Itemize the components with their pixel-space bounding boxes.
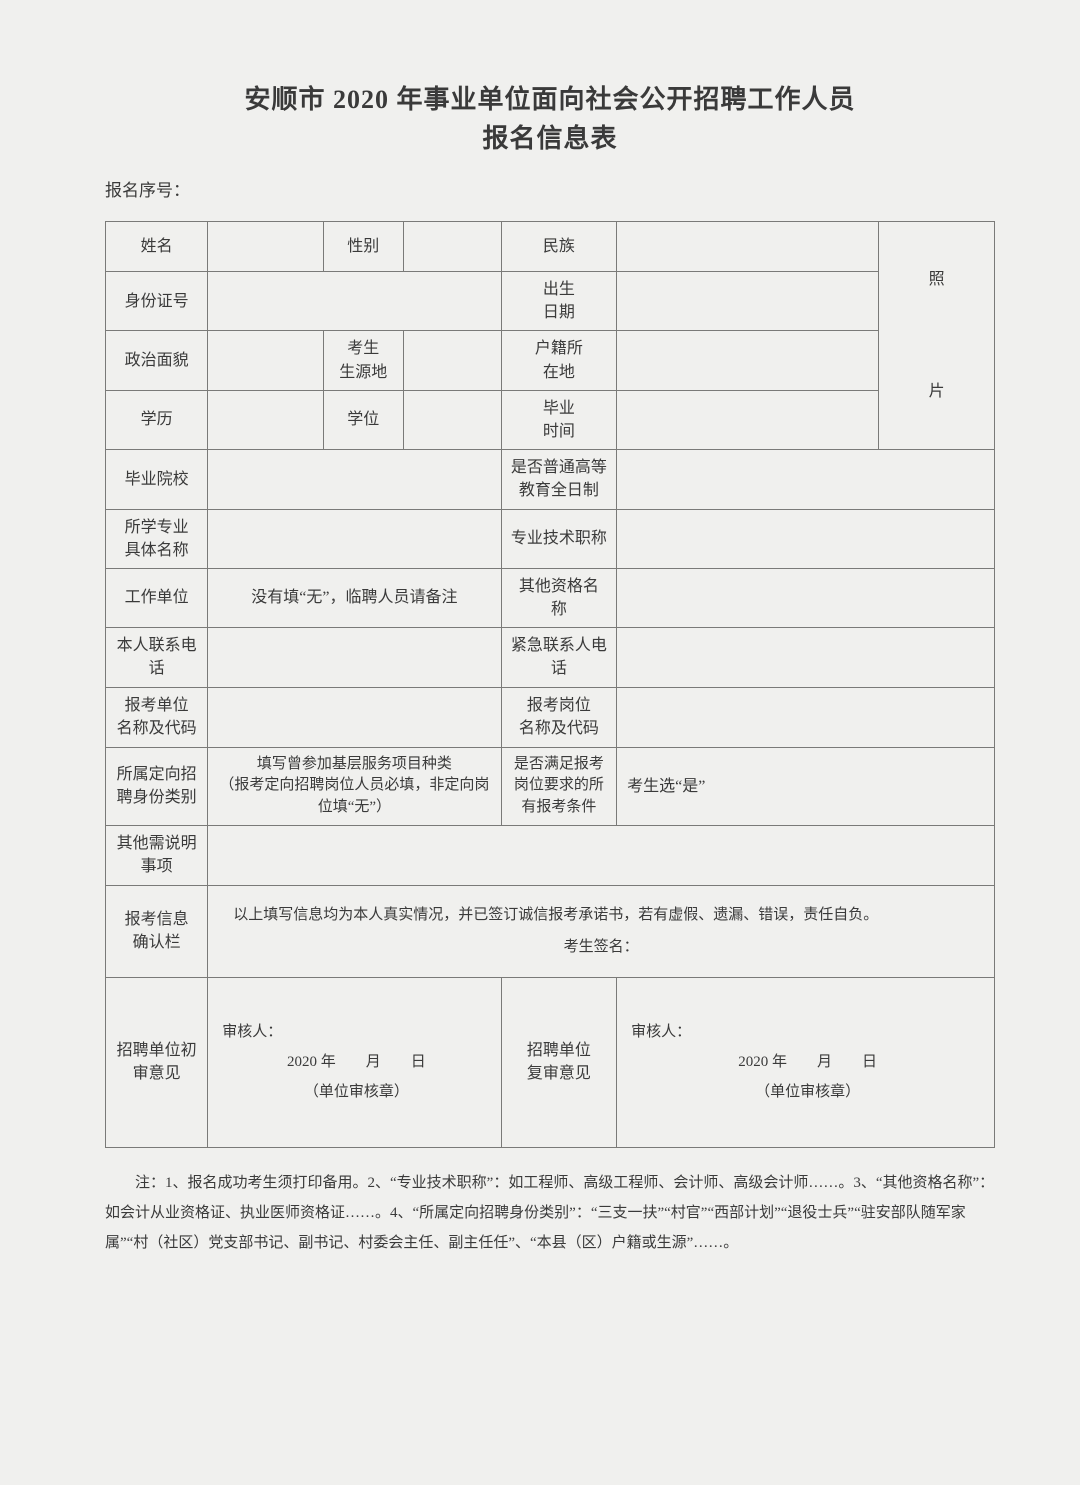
label-fulltime: 是否普通高等 教育全日制: [501, 450, 617, 509]
review-date-2: 2020 年 月 日: [631, 1047, 984, 1077]
field-protitle[interactable]: [617, 509, 995, 568]
label-targeted: 所属定向招 聘身份类别: [106, 747, 208, 825]
label-nation: 民族: [501, 222, 617, 272]
reviewer-label-2: 审核人：: [631, 1017, 984, 1047]
label-gradtime: 毕业 时间: [501, 390, 617, 449]
label-othernote: 其他需说明 事项: [106, 825, 208, 885]
label-applypost: 报考岗位 名称及代码: [501, 687, 617, 747]
field-origin[interactable]: [403, 331, 501, 390]
field-meetreq[interactable]: 考生选“是”: [617, 747, 995, 825]
title-line1: 安顺市 2020 年事业单位面向社会公开招聘工作人员: [105, 80, 995, 119]
field-emergphone[interactable]: [617, 628, 995, 687]
field-id[interactable]: [208, 272, 501, 331]
field-major[interactable]: [208, 509, 501, 568]
field-othernote[interactable]: [208, 825, 995, 885]
label-protitle: 专业技术职称: [501, 509, 617, 568]
label-id: 身份证号: [106, 272, 208, 331]
label-degree: 学位: [323, 390, 403, 449]
label-review1: 招聘单位初 审意见: [106, 977, 208, 1147]
label-othercert: 其他资格名 称: [501, 568, 617, 627]
label-sex: 性别: [323, 222, 403, 272]
label-school: 毕业院校: [106, 450, 208, 509]
field-othercert[interactable]: [617, 568, 995, 627]
label-review2: 招聘单位 复审意见: [501, 977, 617, 1147]
title-line2: 报名信息表: [105, 119, 995, 158]
field-applyunit[interactable]: [208, 687, 501, 747]
field-name[interactable]: [208, 222, 324, 272]
label-major: 所学专业 具体名称: [106, 509, 208, 568]
label-meetreq: 是否满足报考 岗位要求的所 有报考条件: [501, 747, 617, 825]
field-nation[interactable]: [617, 222, 879, 272]
label-phone: 本人联系电 话: [106, 628, 208, 687]
photo-area: 照 片: [879, 222, 995, 450]
label-emergphone: 紧急联系人电 话: [501, 628, 617, 687]
field-hukou[interactable]: [617, 331, 879, 390]
form-title: 安顺市 2020 年事业单位面向社会公开招聘工作人员 报名信息表: [105, 80, 995, 158]
registration-form-table: 姓名 性别 民族 照 片 身份证号 出生 日期 政治面貌 考生 生源地 户籍所 …: [105, 221, 995, 1148]
field-applypost[interactable]: [617, 687, 995, 747]
label-birth: 出生 日期: [501, 272, 617, 331]
field-targeted[interactable]: 填写曾参加基层服务项目种类 （报考定向招聘岗位人员必填，非定向岗 位填“无”）: [208, 747, 501, 825]
field-workunit[interactable]: 没有填“无”，临聘人员请备注: [208, 568, 501, 627]
photo-label-1: 照: [929, 271, 945, 288]
field-degree[interactable]: [403, 390, 501, 449]
sequence-number-label: 报名序号：: [105, 176, 995, 201]
field-political[interactable]: [208, 331, 324, 390]
review-date-1: 2020 年 月 日: [222, 1047, 490, 1077]
label-workunit: 工作单位: [106, 568, 208, 627]
label-edu: 学历: [106, 390, 208, 449]
label-hukou: 户籍所 在地: [501, 331, 617, 390]
field-review1[interactable]: 审核人： 2020 年 月 日 （单位审核章）: [208, 977, 501, 1147]
review-stamp-1: （单位审核章）: [222, 1077, 490, 1107]
confirm-text-1: 以上填写信息均为本人真实情况，并已签订诚信报考承诺书，若有虚假、遗漏、错误，责任…: [218, 901, 984, 930]
field-review2[interactable]: 审核人： 2020 年 月 日 （单位审核章）: [617, 977, 995, 1147]
field-phone[interactable]: [208, 628, 501, 687]
field-confirm[interactable]: 以上填写信息均为本人真实情况，并已签订诚信报考承诺书，若有虚假、遗漏、错误，责任…: [208, 885, 995, 977]
reviewer-label-1: 审核人：: [222, 1017, 490, 1047]
label-applyunit: 报考单位 名称及代码: [106, 687, 208, 747]
label-origin: 考生 生源地: [323, 331, 403, 390]
confirm-text-2: 考生签名：: [218, 933, 984, 962]
photo-label-2: 片: [929, 383, 945, 400]
label-name: 姓名: [106, 222, 208, 272]
field-school[interactable]: [208, 450, 501, 509]
form-notes: 注：1、报名成功考生须打印备用。2、“专业技术职称”：如工程师、高级工程师、会计…: [105, 1168, 995, 1258]
label-confirm: 报考信息 确认栏: [106, 885, 208, 977]
label-political: 政治面貌: [106, 331, 208, 390]
field-gradtime[interactable]: [617, 390, 879, 449]
field-fulltime[interactable]: [617, 450, 995, 509]
field-birth[interactable]: [617, 272, 879, 331]
review-stamp-2: （单位审核章）: [631, 1077, 984, 1107]
field-sex[interactable]: [403, 222, 501, 272]
field-edu[interactable]: [208, 390, 324, 449]
